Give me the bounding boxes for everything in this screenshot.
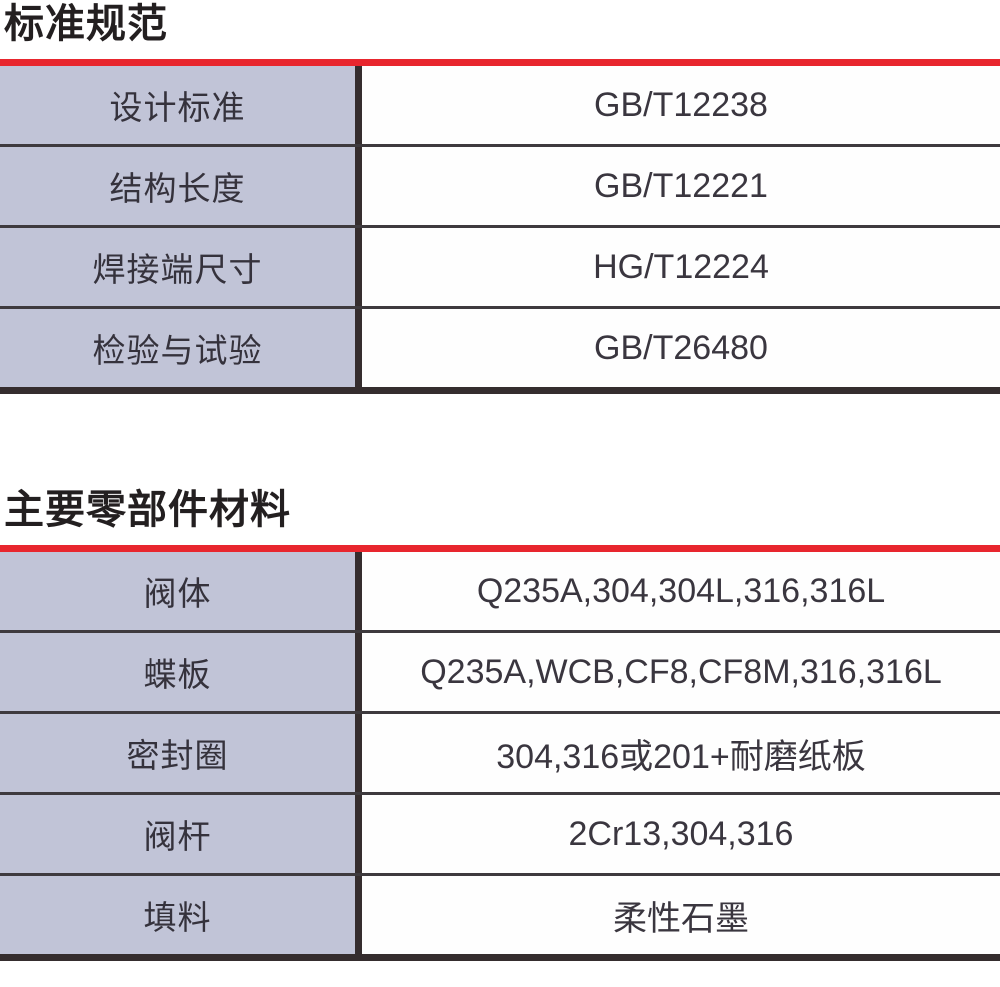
table-row: 焊接端尺寸 HG/T12224 [0,228,1000,309]
spec-label-cell: 设计标准 [0,66,362,144]
table-row: 密封圈 304,316或201+耐磨纸板 [0,714,1000,795]
materials-section: 主要零部件材料 阀体 Q235A,304,304L,316,316L 蝶板 Q2… [0,486,1000,961]
spec-value-cell: HG/T12224 [362,228,1000,306]
table-row: 填料 柔性石墨 [0,876,1000,954]
table-row: 阀体 Q235A,304,304L,316,316L [0,552,1000,633]
standards-table: 设计标准 GB/T12238 结构长度 GB/T12221 焊接端尺寸 HG/T… [0,59,1000,394]
spec-value-cell: 2Cr13,304,316 [362,795,1000,873]
table-row: 阀杆 2Cr13,304,316 [0,795,1000,876]
materials-section-title: 主要零部件材料 [4,488,291,532]
spec-label-cell: 检验与试验 [0,309,362,387]
spec-value-cell: GB/T12238 [362,66,1000,144]
spec-label-cell: 蝶板 [0,633,362,711]
standards-section: 标准规范 设计标准 GB/T12238 结构长度 GB/T12221 焊接端尺寸… [0,0,1000,394]
spec-label-cell: 阀杆 [0,795,362,873]
spec-label-cell: 阀体 [0,552,362,630]
spec-value-cell: 柔性石墨 [362,876,1000,954]
spec-label-cell: 结构长度 [0,147,362,225]
standards-section-title: 标准规范 [4,2,168,46]
table-row: 设计标准 GB/T12238 [0,66,1000,147]
spec-label-cell: 填料 [0,876,362,954]
materials-table: 阀体 Q235A,304,304L,316,316L 蝶板 Q235A,WCB,… [0,545,1000,961]
spec-value-cell: Q235A,304,304L,316,316L [362,552,1000,630]
spec-value-cell: 304,316或201+耐磨纸板 [362,714,1000,792]
table-row: 蝶板 Q235A,WCB,CF8,CF8M,316,316L [0,633,1000,714]
spec-value-cell: GB/T26480 [362,309,1000,387]
table-row: 结构长度 GB/T12221 [0,147,1000,228]
table-row: 检验与试验 GB/T26480 [0,309,1000,387]
spec-value-cell: Q235A,WCB,CF8,CF8M,316,316L [362,633,1000,711]
spec-label-cell: 焊接端尺寸 [0,228,362,306]
spec-label-cell: 密封圈 [0,714,362,792]
spec-value-cell: GB/T12221 [362,147,1000,225]
